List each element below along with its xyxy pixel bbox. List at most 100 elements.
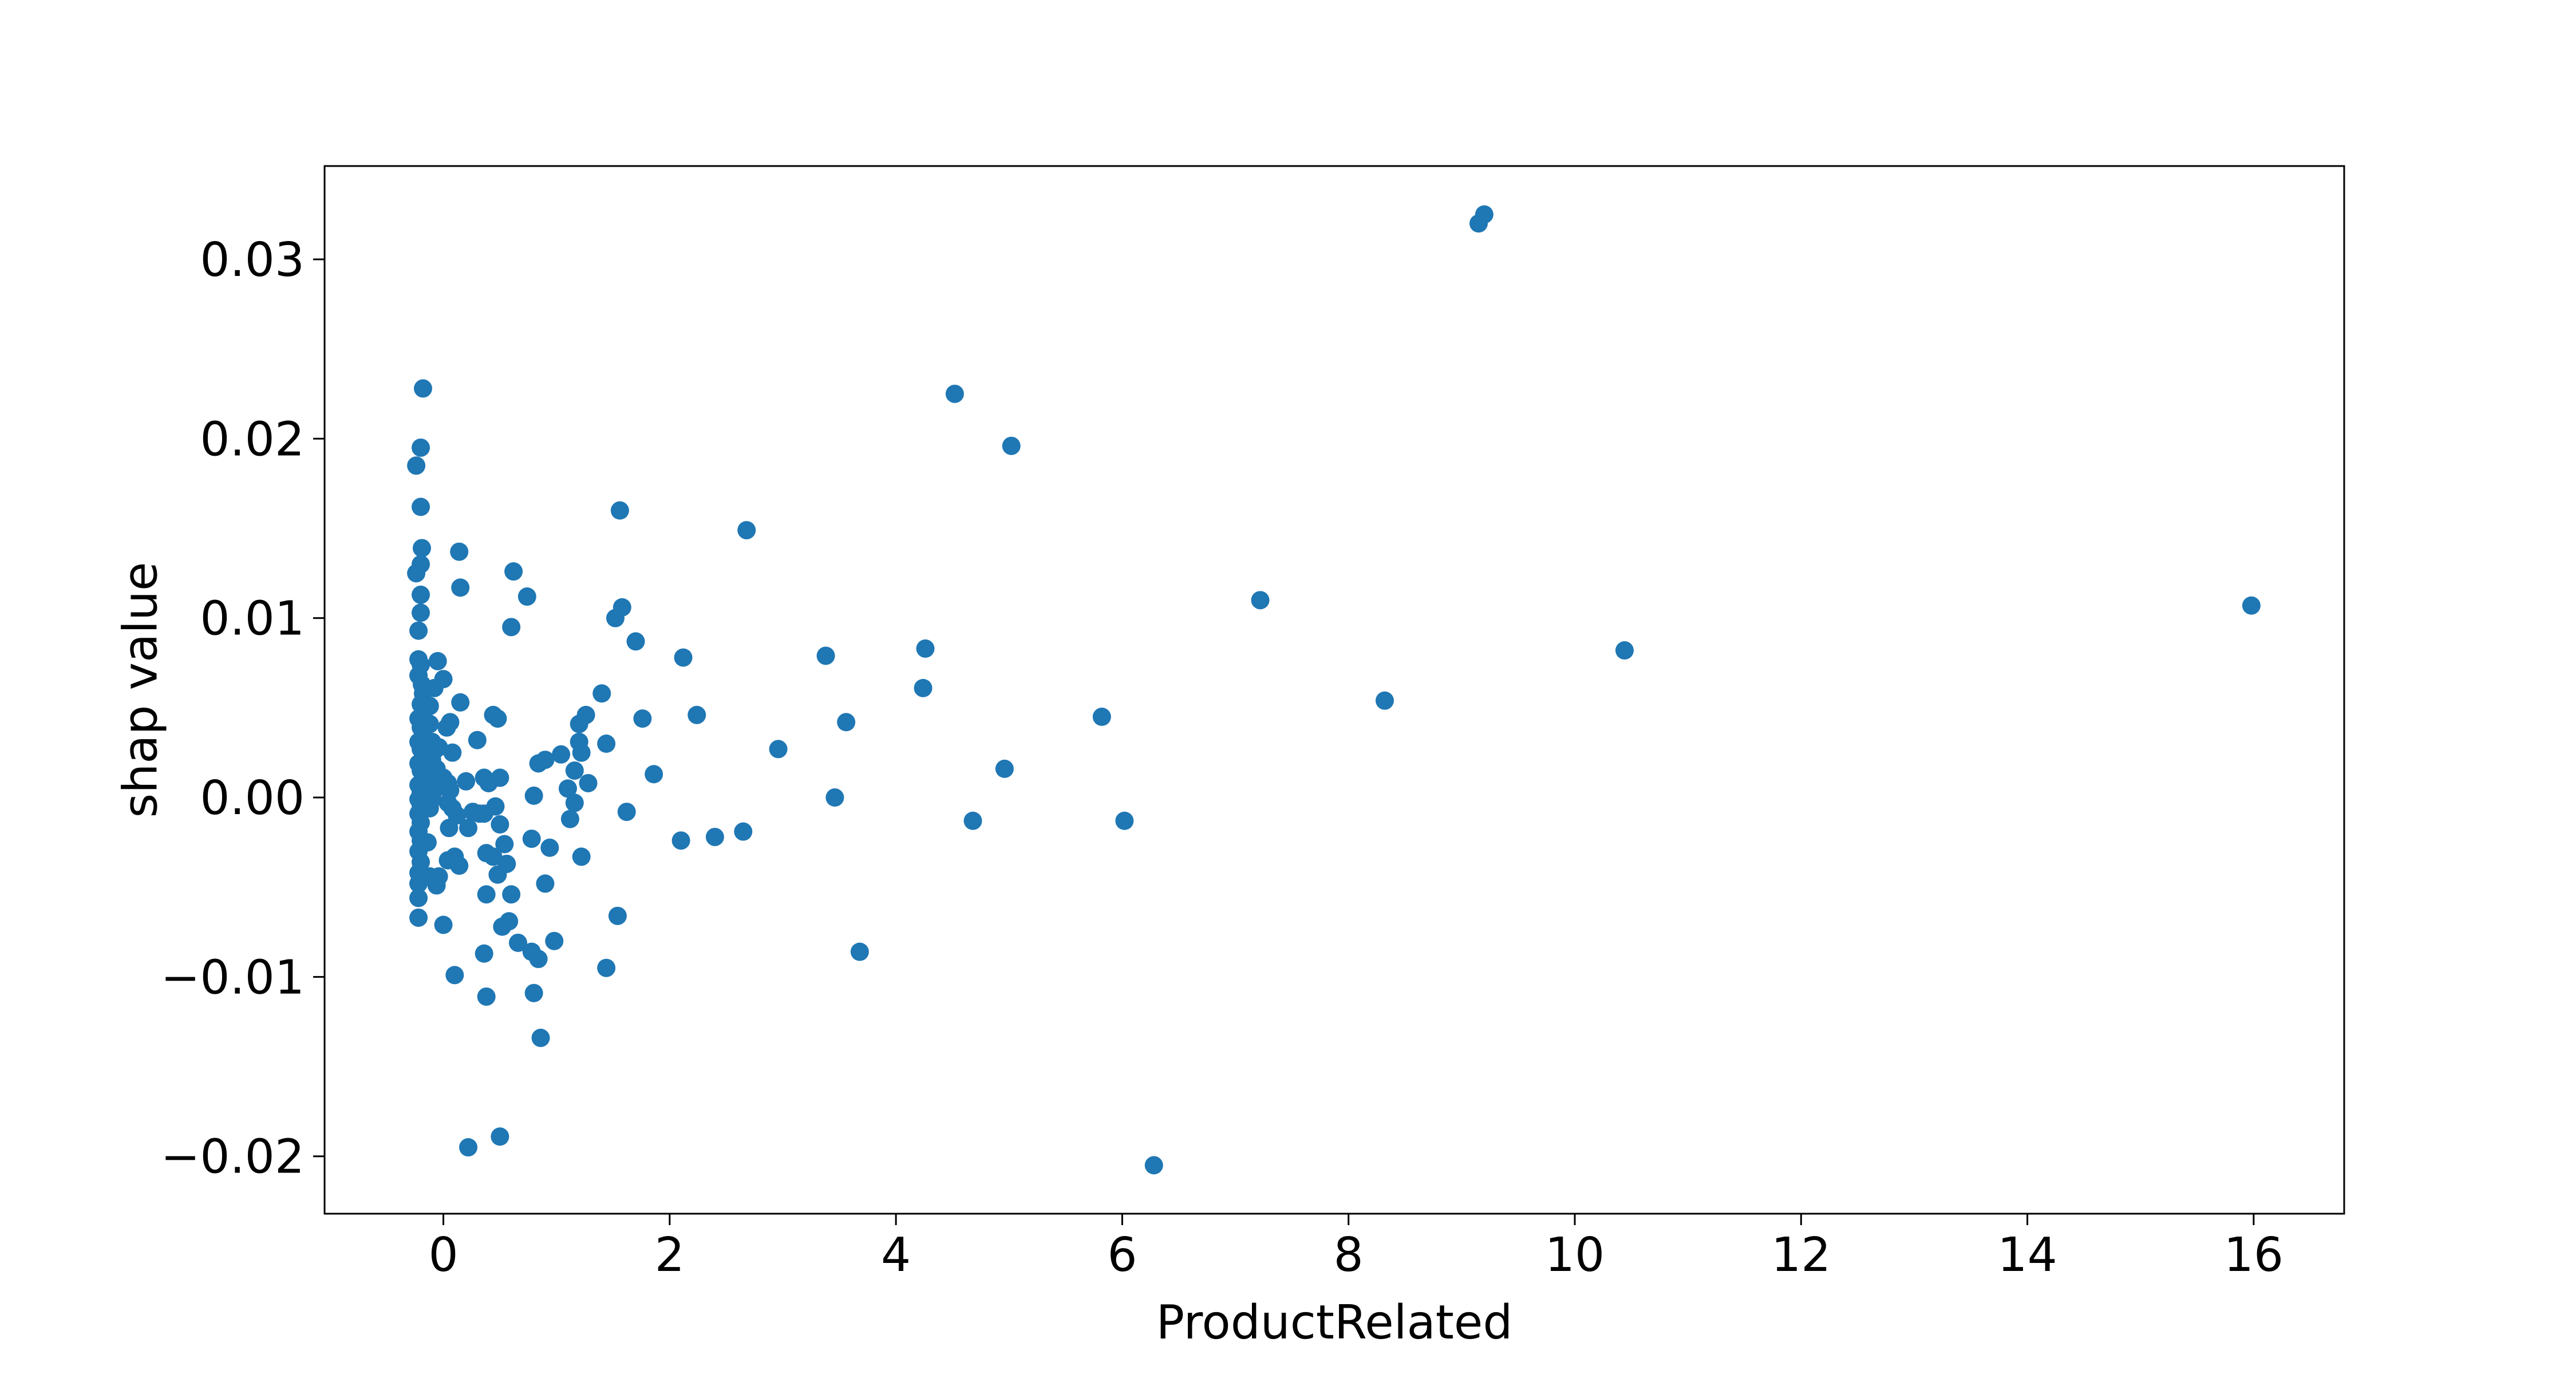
y-tick-label: 0.01 xyxy=(200,592,305,646)
data-point xyxy=(734,822,753,841)
data-point xyxy=(597,958,616,977)
data-point xyxy=(451,693,470,712)
data-point xyxy=(529,950,548,969)
data-point xyxy=(617,803,636,822)
data-point xyxy=(633,709,652,728)
data-point xyxy=(420,799,439,818)
data-point xyxy=(531,1028,550,1047)
data-points xyxy=(407,205,2261,1175)
y-tick-label: 0.03 xyxy=(200,233,305,287)
data-point xyxy=(412,585,430,604)
data-point xyxy=(434,915,453,934)
data-point xyxy=(440,819,459,838)
x-axis-title: ProductRelated xyxy=(1156,1296,1513,1350)
data-point xyxy=(837,713,856,732)
data-point xyxy=(769,740,788,759)
data-point xyxy=(420,714,439,733)
data-point xyxy=(850,942,869,961)
data-point xyxy=(413,379,432,398)
x-tick-label: 10 xyxy=(1545,1228,1605,1282)
data-point xyxy=(579,773,598,792)
data-point xyxy=(450,542,469,561)
data-point xyxy=(1475,205,1494,224)
data-point xyxy=(428,652,447,670)
data-point xyxy=(451,578,470,597)
data-point xyxy=(963,811,982,830)
data-point xyxy=(671,831,690,850)
data-point xyxy=(491,815,509,834)
data-point xyxy=(536,874,555,893)
data-point xyxy=(445,966,464,985)
data-point xyxy=(545,931,564,950)
data-point xyxy=(1115,811,1134,830)
data-point xyxy=(688,705,706,724)
data-point xyxy=(412,539,431,558)
data-point xyxy=(429,867,448,886)
data-point xyxy=(412,603,430,622)
data-point xyxy=(916,639,935,658)
data-point xyxy=(412,438,430,457)
data-point xyxy=(572,847,591,866)
data-point xyxy=(2242,596,2261,615)
data-point xyxy=(497,854,516,873)
data-point xyxy=(477,987,496,1006)
data-point xyxy=(524,786,543,805)
data-point xyxy=(597,735,616,753)
data-point xyxy=(1002,436,1021,455)
data-point xyxy=(434,670,453,689)
x-tick-label: 16 xyxy=(2224,1228,2283,1282)
data-point xyxy=(486,797,505,816)
data-point xyxy=(459,1138,478,1157)
data-point xyxy=(552,745,571,764)
data-point xyxy=(450,856,469,875)
data-point xyxy=(613,598,631,617)
data-point xyxy=(409,621,428,640)
data-point xyxy=(560,810,579,828)
data-point xyxy=(674,648,693,667)
x-tick-label: 0 xyxy=(428,1228,458,1282)
data-point xyxy=(517,587,536,606)
data-point xyxy=(1144,1156,1163,1175)
data-point xyxy=(491,1127,509,1146)
x-tick-label: 4 xyxy=(881,1228,911,1282)
data-point xyxy=(565,761,584,780)
data-point xyxy=(484,847,503,866)
data-point xyxy=(477,885,496,904)
data-point xyxy=(995,759,1014,778)
y-tick-label: 0.02 xyxy=(200,412,305,467)
data-point xyxy=(816,646,835,665)
data-point xyxy=(502,885,521,904)
data-point xyxy=(457,772,476,791)
data-point xyxy=(1251,591,1270,610)
data-point xyxy=(540,838,559,857)
data-point xyxy=(645,765,663,784)
data-point xyxy=(508,933,527,952)
data-point xyxy=(412,498,430,516)
data-point xyxy=(441,713,460,732)
data-point xyxy=(409,889,428,907)
data-point xyxy=(825,788,844,807)
data-point xyxy=(468,731,487,749)
data-point xyxy=(737,521,756,540)
data-point xyxy=(491,768,509,787)
y-tick-label: 0.00 xyxy=(200,771,305,826)
data-point xyxy=(459,819,478,838)
data-point xyxy=(536,751,555,769)
x-tick-label: 12 xyxy=(1771,1228,1831,1282)
data-point xyxy=(409,908,428,927)
data-point xyxy=(626,632,645,651)
data-point xyxy=(1092,708,1111,727)
data-point xyxy=(608,906,627,925)
data-point xyxy=(495,835,514,854)
x-tick-label: 2 xyxy=(655,1228,685,1282)
data-point xyxy=(522,830,541,848)
data-point xyxy=(572,743,591,762)
data-point xyxy=(576,705,595,724)
data-point xyxy=(558,779,577,798)
data-point xyxy=(504,562,523,581)
axis-ticks: 0 2 4 6 8 10 12 14 16 −0.02 −0.01 0.00 0.01 0.02 0.03 xyxy=(161,233,2283,1282)
x-tick-label: 8 xyxy=(1334,1228,1364,1282)
